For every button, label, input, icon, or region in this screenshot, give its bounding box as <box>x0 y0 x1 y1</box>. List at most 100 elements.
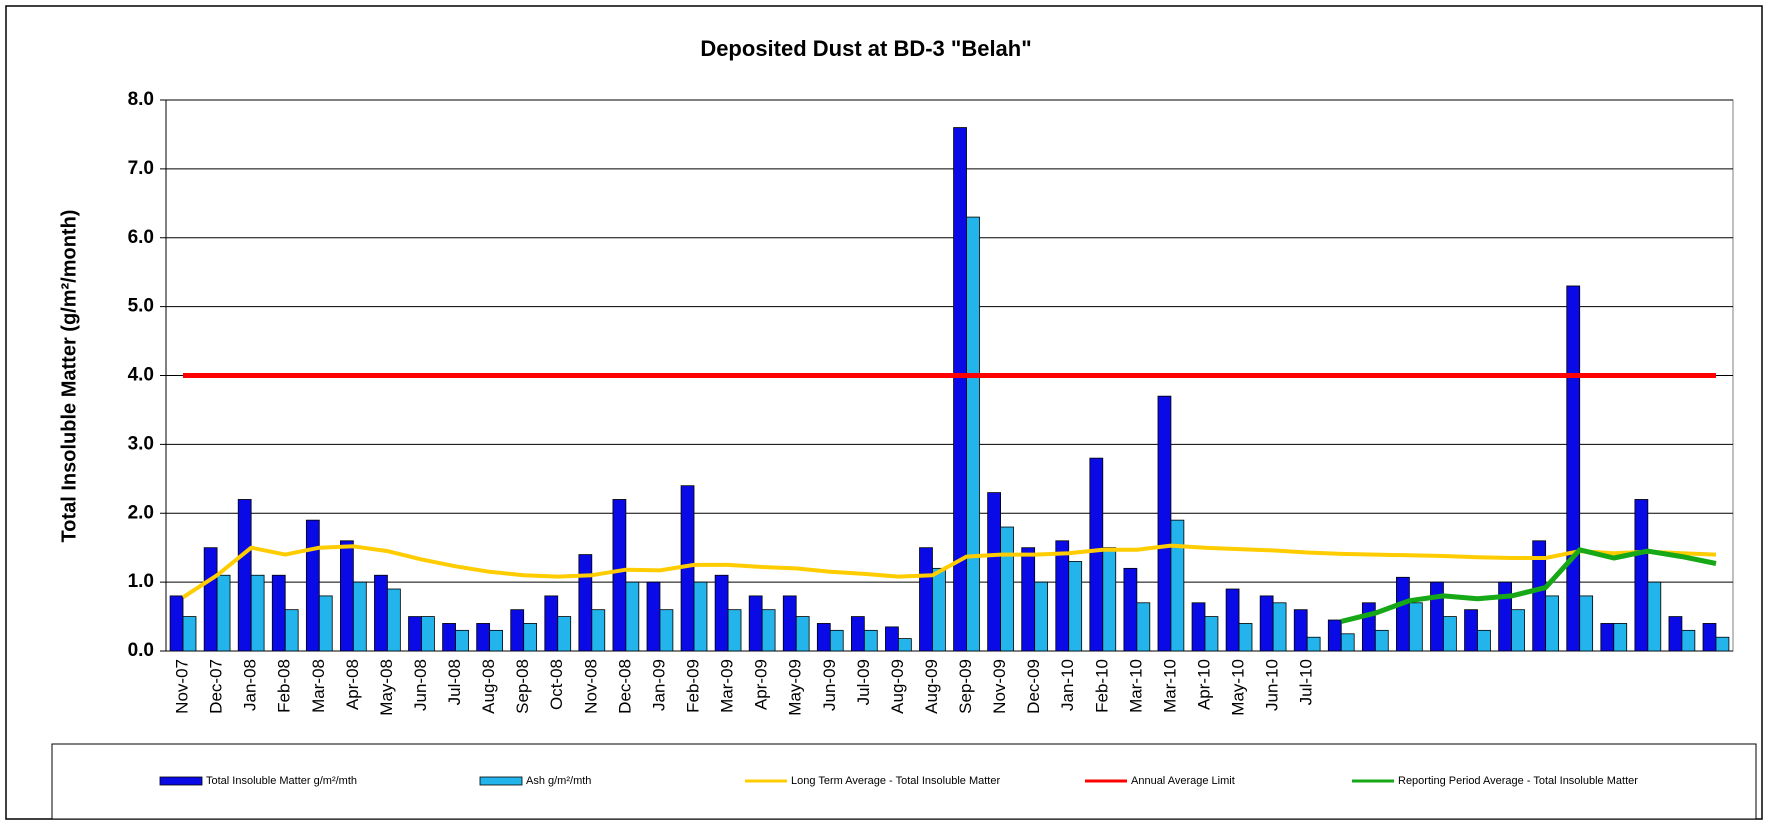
legend-label: Ash g/m²/mth <box>526 775 591 787</box>
bar <box>1021 547 1036 652</box>
bar <box>1327 619 1342 652</box>
y-tick-label: 3.0 <box>128 433 154 454</box>
bar <box>829 629 844 652</box>
bar <box>1477 629 1491 652</box>
bar <box>1498 581 1512 652</box>
y-tick-label: 6.0 <box>128 227 154 248</box>
bar <box>1511 609 1525 652</box>
bar <box>646 581 661 652</box>
bar <box>340 540 354 652</box>
bar <box>1259 595 1274 652</box>
x-tick-label: Jan-08 <box>241 659 260 711</box>
bar <box>919 547 933 652</box>
bar <box>898 638 912 652</box>
bar <box>1293 609 1308 652</box>
bar <box>544 595 559 652</box>
bar <box>693 581 708 652</box>
x-tick-label: Dec-08 <box>615 659 634 714</box>
x-tick-label: Feb-09 <box>683 659 702 713</box>
bar <box>421 616 435 652</box>
bar <box>489 629 503 652</box>
bar <box>987 492 1001 652</box>
x-tick-label: Jan-09 <box>649 659 668 711</box>
bar <box>1123 567 1138 652</box>
x-tick-label: Mar-09 <box>718 659 737 713</box>
bar <box>1068 561 1083 652</box>
bar <box>1000 526 1014 652</box>
bar <box>1647 581 1662 652</box>
bar <box>216 574 231 652</box>
x-tick-label: Dec-07 <box>207 659 226 714</box>
y-tick-label: 1.0 <box>128 571 154 592</box>
bar <box>523 623 538 652</box>
bar <box>1430 581 1444 652</box>
bar <box>1034 581 1049 652</box>
x-tick-label: Oct-08 <box>547 659 566 710</box>
x-tick-label: Nov-07 <box>173 659 192 714</box>
bar <box>782 595 797 652</box>
bar <box>169 595 184 652</box>
bar <box>1634 499 1649 652</box>
bar <box>1715 636 1730 652</box>
bar <box>1566 285 1581 652</box>
x-tick-label: May-10 <box>1229 659 1248 716</box>
x-tick-label: Jun-10 <box>1263 659 1282 711</box>
bar <box>795 616 810 652</box>
bar <box>318 595 333 652</box>
x-tick-label: Sep-09 <box>956 659 975 714</box>
x-tick-label: Jul-08 <box>445 659 464 705</box>
x-tick-label: Aug-09 <box>922 659 941 714</box>
x-tick-label: Feb-10 <box>1092 659 1111 713</box>
x-tick-label: Apr-10 <box>1194 659 1213 710</box>
bar <box>387 588 401 652</box>
bar <box>271 574 286 652</box>
x-tick-label: May-09 <box>786 659 805 716</box>
x-tick-label: Nov-09 <box>990 659 1009 714</box>
x-tick-label: Feb-08 <box>275 659 294 713</box>
legend-box <box>51 743 1757 820</box>
legend-label: Reporting Period Average - Total Insolub… <box>1398 775 1638 787</box>
bar <box>659 609 674 652</box>
bar <box>1545 595 1559 652</box>
bar <box>1204 616 1219 652</box>
bar <box>1102 547 1117 652</box>
x-tick-label: Aug-09 <box>888 659 907 714</box>
bar <box>442 623 456 652</box>
legend-label: Total Insoluble Matter g/m²/mth <box>206 775 357 787</box>
y-tick-label: 7.0 <box>128 158 154 179</box>
bar <box>966 216 980 652</box>
x-tick-label: Mar-10 <box>1126 659 1145 713</box>
x-tick-label: Mar-10 <box>1160 659 1179 713</box>
bar <box>612 499 627 652</box>
bar <box>714 574 729 652</box>
x-tick-label: Jul-09 <box>854 659 873 705</box>
bar <box>352 581 367 652</box>
x-tick-label: Jun-08 <box>411 659 430 711</box>
bar <box>932 567 946 652</box>
bar <box>1136 602 1151 652</box>
y-tick-label: 2.0 <box>128 502 154 523</box>
y-tick-label: 5.0 <box>128 296 154 317</box>
y-tick-label: 0.0 <box>128 640 154 661</box>
bar <box>455 629 469 652</box>
legend-swatch <box>159 776 203 786</box>
bar <box>953 127 967 652</box>
bar <box>1443 616 1457 652</box>
bar <box>591 609 606 652</box>
chart-title: Deposited Dust at BD-3 "Belah" <box>700 36 1031 61</box>
bar <box>1225 588 1240 652</box>
bar <box>408 616 422 652</box>
bar <box>1272 602 1287 652</box>
legend-label: Long Term Average - Total Insoluble Matt… <box>791 775 1000 787</box>
bar <box>1157 395 1172 652</box>
bar <box>237 499 252 652</box>
bar <box>1464 609 1478 652</box>
bar <box>1374 629 1389 652</box>
x-tick-label: Dec-09 <box>1024 659 1043 714</box>
x-tick-label: Jan-10 <box>1058 659 1077 711</box>
bar <box>1408 602 1423 652</box>
bar <box>374 574 388 652</box>
bar <box>748 595 763 652</box>
bar <box>284 609 299 652</box>
x-tick-label: Sep-08 <box>513 659 532 714</box>
